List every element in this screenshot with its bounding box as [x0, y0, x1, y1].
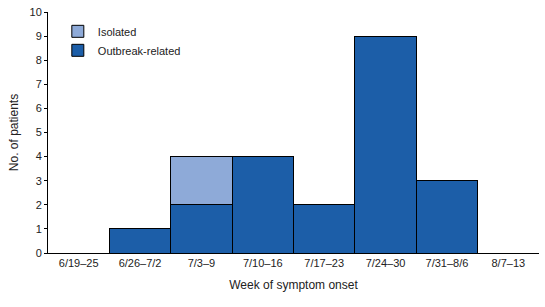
svg-text:Week of symptom onset: Week of symptom onset [229, 278, 358, 292]
svg-text:8/7–13: 8/7–13 [491, 257, 525, 269]
svg-text:1: 1 [36, 223, 42, 235]
svg-text:2: 2 [36, 199, 42, 211]
svg-text:10: 10 [30, 6, 42, 18]
svg-text:7/24–30: 7/24–30 [366, 257, 406, 269]
svg-text:6/19–25: 6/19–25 [59, 257, 99, 269]
svg-text:Outbreak-related: Outbreak-related [98, 45, 181, 57]
svg-text:Isolated: Isolated [98, 26, 137, 38]
svg-text:7/31–8/6: 7/31–8/6 [426, 257, 469, 269]
svg-text:9: 9 [36, 30, 42, 42]
svg-text:7/17–23: 7/17–23 [304, 257, 344, 269]
svg-text:7/3–9: 7/3–9 [188, 257, 216, 269]
svg-text:6: 6 [36, 102, 42, 114]
svg-text:6/26–7/2: 6/26–7/2 [119, 257, 162, 269]
svg-text:8: 8 [36, 54, 42, 66]
svg-text:4: 4 [36, 150, 42, 162]
svg-text:7: 7 [36, 78, 42, 90]
svg-text:0: 0 [36, 247, 42, 259]
svg-text:3: 3 [36, 175, 42, 187]
svg-text:No. of patients: No. of patients [7, 94, 21, 171]
svg-text:5: 5 [36, 126, 42, 138]
svg-text:7/10–16: 7/10–16 [243, 257, 283, 269]
